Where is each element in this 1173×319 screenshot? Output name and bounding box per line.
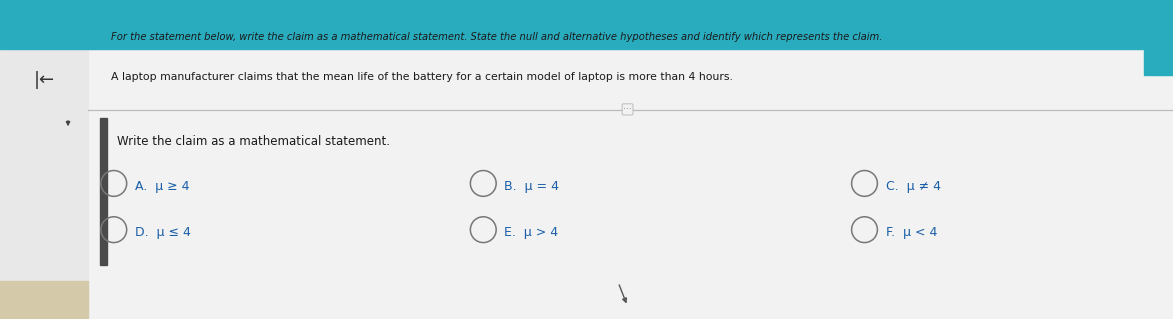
Text: F.  μ < 4: F. μ < 4: [886, 226, 937, 239]
Text: C.  μ ≠ 4: C. μ ≠ 4: [886, 180, 941, 193]
Bar: [1144, 43, 1173, 75]
Text: For the statement below, write the claim as a mathematical statement. State the : For the statement below, write the claim…: [111, 32, 883, 42]
Text: |←: |←: [34, 71, 55, 89]
Bar: [0, 281, 88, 319]
Text: A.  μ ≥ 4: A. μ ≥ 4: [135, 180, 189, 193]
Bar: [100, 118, 107, 265]
Text: E.  μ > 4: E. μ > 4: [504, 226, 558, 239]
Text: D.  μ ≤ 4: D. μ ≤ 4: [135, 226, 191, 239]
Text: ···: ···: [623, 105, 632, 114]
Text: B.  μ = 4: B. μ = 4: [504, 180, 560, 193]
Text: A laptop manufacturer claims that the mean life of the battery for a certain mod: A laptop manufacturer claims that the me…: [111, 71, 733, 82]
Bar: [0, 0, 1173, 49]
Bar: [88, 49, 1173, 319]
Bar: [0, 49, 88, 319]
Text: Write the claim as a mathematical statement.: Write the claim as a mathematical statem…: [117, 136, 391, 148]
